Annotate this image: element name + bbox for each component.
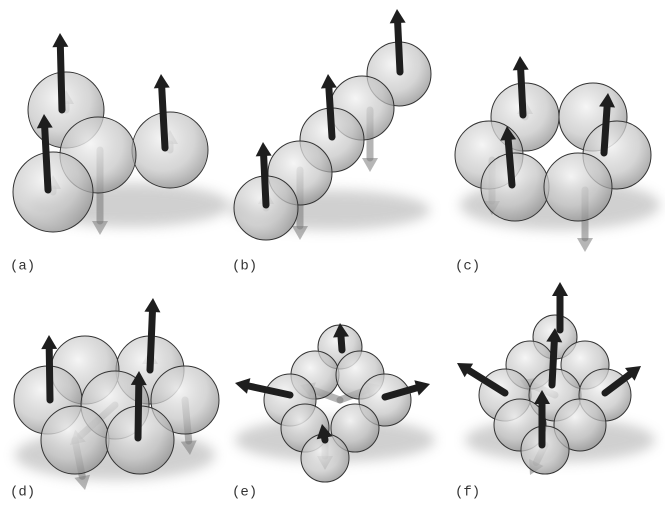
panel-label: (a) [10,259,35,275]
panel-label: (c) [455,259,480,275]
panel-label: (e) [232,485,257,501]
arrow-head [292,226,308,240]
arrow-shaft [521,70,523,115]
arrow-shaft [341,337,342,350]
arrow-shaft [60,47,62,110]
arrow-shaft [604,107,607,153]
arrow-head [144,298,160,312]
panel-label: (f) [455,485,480,501]
arrow-shaft [508,140,512,185]
arrow-head [256,142,272,156]
arrow-head [390,9,406,23]
arrow-shaft [552,342,554,385]
arrow-shaft [45,128,48,190]
sphere [544,153,612,221]
arrow-shaft [329,88,332,137]
arrow-shaft [264,156,266,205]
panel-label: (d) [10,485,35,501]
arrow-shaft [138,385,139,438]
arrow-head [154,74,170,88]
arrow-shaft [162,88,165,148]
arrow-head [414,380,430,395]
arrow-head [235,378,250,394]
sphere [132,112,208,188]
arrow-head [513,56,529,70]
arrow-shaft [398,23,400,72]
arrow-head [552,282,568,296]
arrow-head [52,33,68,47]
arrow-shaft [150,312,152,370]
arrow-head [577,238,593,252]
arrow-head [41,335,57,349]
arrow-head [92,221,108,235]
arrow-head [321,74,337,88]
sphere [13,152,93,232]
arrow-head [362,158,378,172]
arrow-shaft [49,349,50,400]
figure: (a) (b) (c) (d) (e) (f) [0,0,665,506]
scene [13,9,651,490]
sphere [41,406,109,474]
panel-label: (b) [232,259,257,275]
sphere [481,153,549,221]
